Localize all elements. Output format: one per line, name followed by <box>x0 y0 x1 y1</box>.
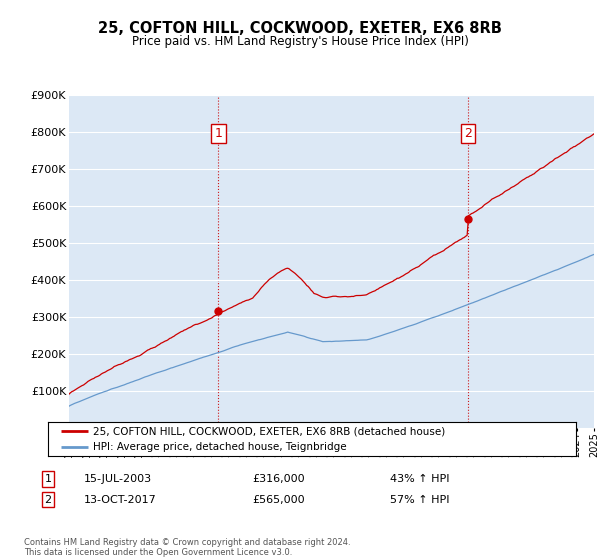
Text: 2: 2 <box>464 127 472 140</box>
Text: 25, COFTON HILL, COCKWOOD, EXETER, EX6 8RB: 25, COFTON HILL, COCKWOOD, EXETER, EX6 8… <box>98 21 502 36</box>
Text: 57% ↑ HPI: 57% ↑ HPI <box>390 494 449 505</box>
Text: 43% ↑ HPI: 43% ↑ HPI <box>390 474 449 484</box>
Text: Price paid vs. HM Land Registry's House Price Index (HPI): Price paid vs. HM Land Registry's House … <box>131 35 469 48</box>
Text: 25, COFTON HILL, COCKWOOD, EXETER, EX6 8RB (detached house): 25, COFTON HILL, COCKWOOD, EXETER, EX6 8… <box>93 426 445 436</box>
Text: HPI: Average price, detached house, Teignbridge: HPI: Average price, detached house, Teig… <box>93 442 347 452</box>
Text: 13-OCT-2017: 13-OCT-2017 <box>84 494 157 505</box>
Text: £565,000: £565,000 <box>252 494 305 505</box>
Text: 1: 1 <box>44 474 52 484</box>
Text: Contains HM Land Registry data © Crown copyright and database right 2024.
This d: Contains HM Land Registry data © Crown c… <box>24 538 350 557</box>
Text: 15-JUL-2003: 15-JUL-2003 <box>84 474 152 484</box>
Text: £316,000: £316,000 <box>252 474 305 484</box>
Text: 1: 1 <box>215 127 223 140</box>
Text: 2: 2 <box>44 494 52 505</box>
